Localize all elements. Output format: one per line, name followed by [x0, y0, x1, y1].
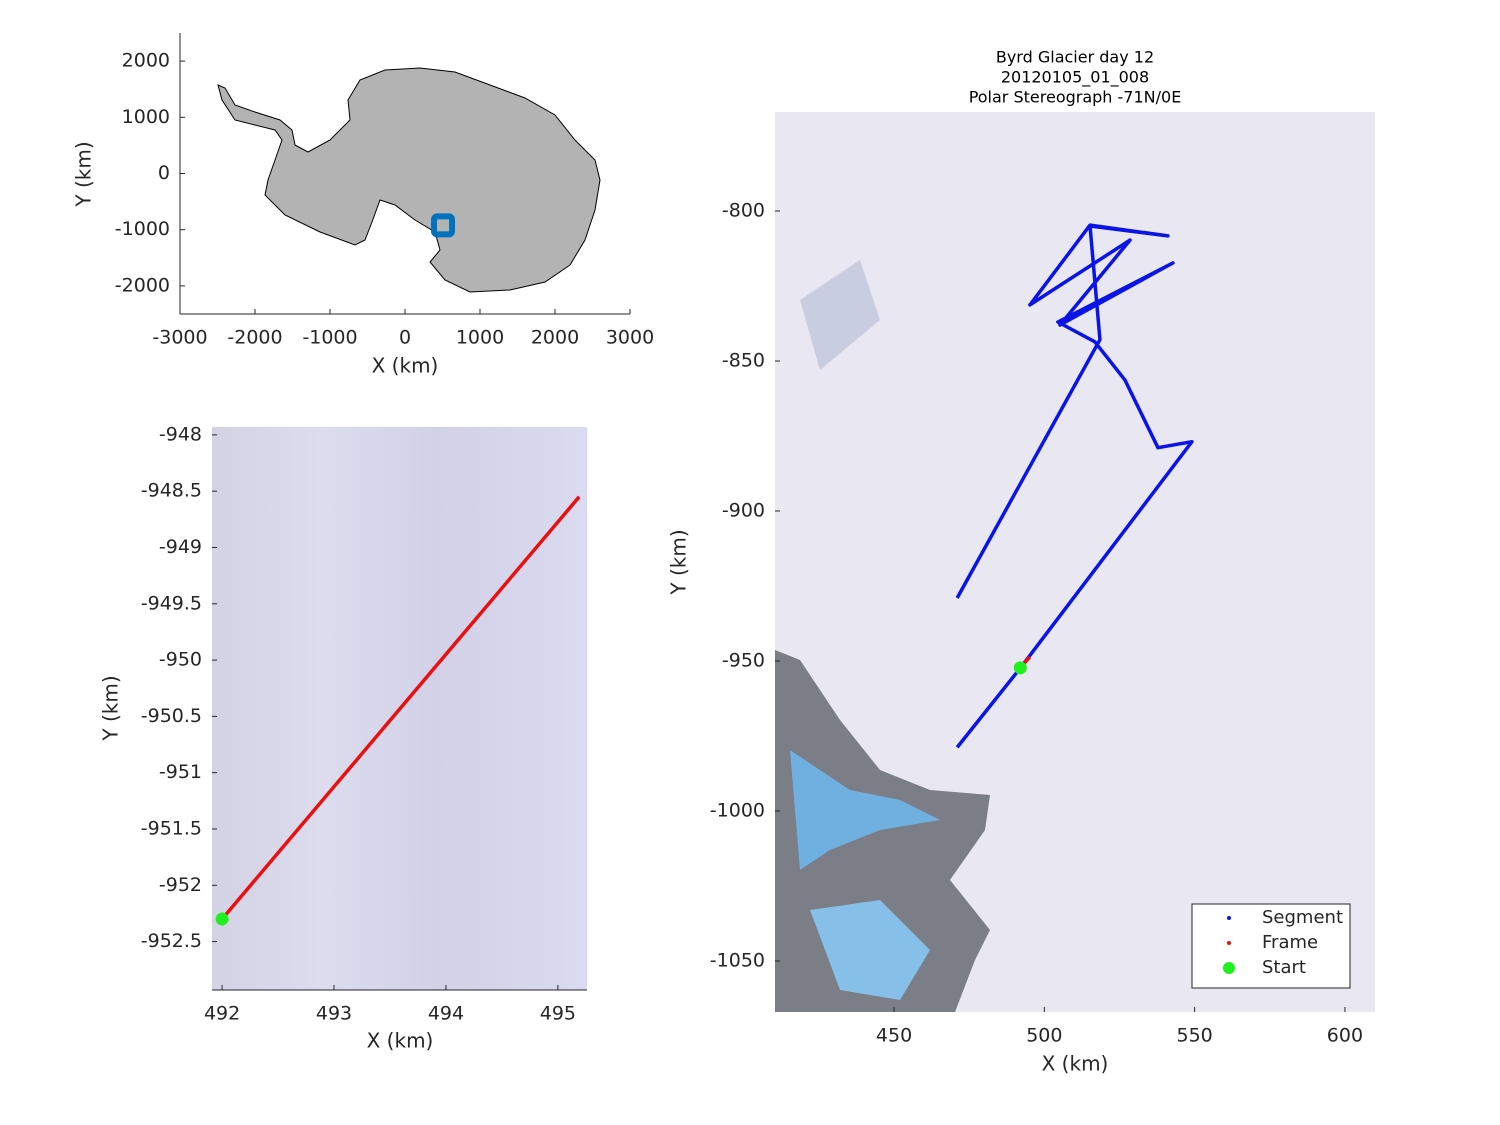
- y-tick-label: -1050: [710, 950, 765, 972]
- x-tick-label: 1000: [456, 327, 504, 349]
- x-axis-label: X (km): [372, 354, 439, 378]
- legend-symbol: [1227, 941, 1231, 945]
- y-tick-label: -951.5: [141, 817, 202, 839]
- x-tick-label: 2000: [531, 327, 579, 349]
- location-marker: [431, 213, 456, 238]
- x-tick-label: 550: [1177, 1025, 1213, 1047]
- x-tick-label: 450: [876, 1025, 912, 1047]
- y-tick-label: 0: [158, 162, 170, 184]
- x-tick-label: -3000: [152, 327, 207, 349]
- x-tick-label: 3000: [606, 327, 654, 349]
- y-axis-label: Y (km): [72, 141, 96, 207]
- y-tick-label: -948: [159, 423, 202, 445]
- title-line: Byrd Glacier day 12: [996, 48, 1154, 67]
- start-marker: [215, 912, 229, 926]
- y-tick-label: -950.5: [141, 705, 202, 727]
- legend-label: Start: [1262, 957, 1306, 978]
- y-tick-label: -951: [159, 761, 202, 783]
- title-line: Polar Stereograph -71N/0E: [969, 88, 1182, 107]
- y-axis-label: Y (km): [667, 529, 691, 595]
- start-marker: [1013, 661, 1027, 675]
- track-line: [220, 495, 581, 921]
- legend-label: Segment: [1262, 907, 1343, 928]
- legend-symbol: [1223, 962, 1235, 974]
- continent-outline: [217, 67, 601, 293]
- x-tick-label: 0: [399, 327, 411, 349]
- y-axis-label: Y (km): [99, 675, 123, 741]
- y-tick-label: -800: [722, 200, 765, 222]
- x-tick-label: 600: [1327, 1025, 1363, 1047]
- legend-label: Frame: [1262, 932, 1318, 953]
- terrain: [790, 750, 940, 870]
- y-tick-label: -949: [159, 536, 202, 558]
- y-tick-label: -950: [722, 650, 765, 672]
- y-tick-label: -950: [159, 649, 202, 671]
- y-tick-label: 1000: [122, 106, 170, 128]
- y-tick-label: -900: [722, 500, 765, 522]
- y-tick-label: -949.5: [141, 592, 202, 614]
- y-tick-label: -850: [722, 350, 765, 372]
- y-tick-label: -1000: [710, 800, 765, 822]
- terrain: [800, 260, 880, 370]
- x-tick-label: 494: [428, 1003, 464, 1025]
- x-tick-label: 500: [1026, 1025, 1062, 1047]
- track-line: [955, 223, 1194, 749]
- x-tick-label: 495: [540, 1003, 576, 1025]
- legend-symbol: [1227, 916, 1231, 920]
- x-tick-label: 493: [316, 1003, 352, 1025]
- y-tick-label: 2000: [122, 50, 170, 72]
- x-axis-label: X (km): [367, 1029, 434, 1053]
- y-tick-label: -952: [159, 874, 202, 896]
- legend-box: [1191, 903, 1351, 989]
- title-line: 20120105_01_008: [1001, 68, 1149, 88]
- x-axis-label: X (km): [1042, 1052, 1109, 1076]
- x-tick-label: -2000: [227, 327, 282, 349]
- title: Byrd Glacier day 12 20120105_01_008 Pola…: [969, 48, 1182, 107]
- x-tick-label: -1000: [302, 327, 357, 349]
- y-tick-label: -952.5: [141, 930, 202, 952]
- y-tick-label: -948.5: [141, 480, 202, 502]
- y-tick-label: -2000: [115, 274, 170, 296]
- y-tick-label: -1000: [115, 218, 170, 240]
- x-tick-label: 492: [204, 1003, 240, 1025]
- terrain: [810, 900, 930, 1000]
